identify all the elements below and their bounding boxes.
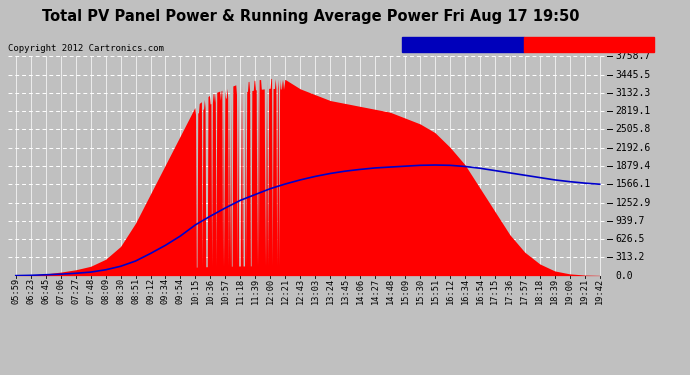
Text: 1566.1: 1566.1 (615, 179, 651, 189)
Text: 0.0: 0.0 (615, 271, 633, 280)
Text: 08:51: 08:51 (131, 278, 140, 304)
Text: 1879.4: 1879.4 (615, 161, 651, 171)
Text: 19:21: 19:21 (580, 278, 589, 304)
Text: 08:30: 08:30 (116, 278, 125, 304)
Text: 11:39: 11:39 (251, 278, 260, 304)
Text: 17:57: 17:57 (520, 278, 529, 304)
Text: 07:06: 07:06 (56, 278, 65, 304)
Text: 313.2: 313.2 (615, 252, 645, 262)
Text: 19:00: 19:00 (565, 278, 574, 304)
Text: Total PV Panel Power & Running Average Power Fri Aug 17 19:50: Total PV Panel Power & Running Average P… (42, 9, 579, 24)
Text: 17:15: 17:15 (491, 278, 500, 304)
Text: 10:57: 10:57 (221, 278, 230, 304)
Text: 18:39: 18:39 (551, 278, 560, 304)
Text: 11:18: 11:18 (236, 278, 245, 304)
Text: 2192.6: 2192.6 (615, 142, 651, 153)
Text: 1252.9: 1252.9 (615, 198, 651, 207)
Text: 12:43: 12:43 (296, 278, 305, 304)
Text: 18:18: 18:18 (535, 278, 544, 304)
Text: PV Panels  (DC Watts): PV Panels (DC Watts) (527, 40, 640, 49)
Text: 16:34: 16:34 (460, 278, 469, 304)
Text: 07:27: 07:27 (71, 278, 80, 304)
Text: 13:03: 13:03 (310, 278, 319, 304)
Text: 15:09: 15:09 (401, 278, 410, 304)
Text: 09:34: 09:34 (161, 278, 170, 304)
Text: 3758.7: 3758.7 (615, 51, 651, 61)
Text: 16:54: 16:54 (475, 278, 484, 304)
Text: 08:09: 08:09 (101, 278, 110, 304)
Text: 12:21: 12:21 (281, 278, 290, 304)
Text: 16:12: 16:12 (446, 278, 455, 304)
Text: 19:42: 19:42 (595, 278, 604, 304)
Text: 15:51: 15:51 (431, 278, 440, 304)
Text: 06:45: 06:45 (41, 278, 50, 304)
Text: 05:59: 05:59 (11, 278, 20, 304)
Text: 3445.5: 3445.5 (615, 69, 651, 80)
Text: 15:30: 15:30 (415, 278, 424, 304)
Text: 09:12: 09:12 (146, 278, 155, 304)
Text: 626.5: 626.5 (615, 234, 645, 244)
Text: 2505.8: 2505.8 (615, 124, 651, 134)
Text: 12:00: 12:00 (266, 278, 275, 304)
Text: 13:24: 13:24 (326, 278, 335, 304)
Text: 17:36: 17:36 (505, 278, 514, 304)
Text: 10:15: 10:15 (191, 278, 200, 304)
Text: 14:06: 14:06 (355, 278, 364, 304)
Text: Copyright 2012 Cartronics.com: Copyright 2012 Cartronics.com (8, 44, 164, 53)
Text: 14:48: 14:48 (386, 278, 395, 304)
Text: 3132.3: 3132.3 (615, 88, 651, 98)
Text: 939.7: 939.7 (615, 216, 645, 226)
Text: 10:36: 10:36 (206, 278, 215, 304)
Text: 14:27: 14:27 (371, 278, 380, 304)
Text: 13:45: 13:45 (341, 278, 350, 304)
Text: 2819.1: 2819.1 (615, 106, 651, 116)
Text: 07:48: 07:48 (86, 278, 95, 304)
Text: 09:54: 09:54 (176, 278, 185, 304)
Text: 06:23: 06:23 (26, 278, 35, 304)
Text: Average  (DC Watts): Average (DC Watts) (404, 40, 506, 49)
